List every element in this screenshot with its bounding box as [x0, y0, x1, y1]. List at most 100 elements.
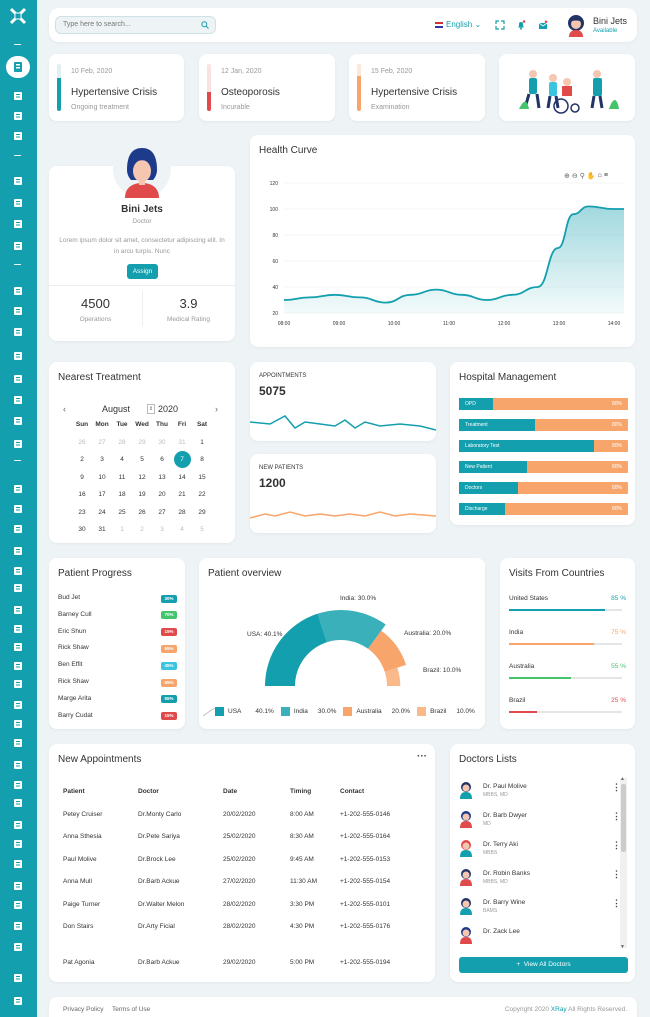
sidebar-nav-icon[interactable] [12, 900, 24, 910]
doctor-options-icon[interactable]: ⋮ [612, 811, 621, 821]
doctor-options-icon[interactable]: ⋮ [612, 782, 621, 792]
calendar-day[interactable]: 2 [80, 456, 84, 464]
doctor-options-icon[interactable]: ⋮ [612, 840, 621, 850]
doctor-name[interactable]: Dr. Paul Molive [483, 783, 527, 790]
notification-bell-icon[interactable] [516, 20, 526, 30]
calendar-day[interactable]: 14 [178, 473, 186, 481]
month-select[interactable]: August [102, 404, 131, 414]
sidebar-nav-icon[interactable] [12, 504, 24, 514]
sidebar-nav-icon[interactable] [12, 176, 24, 186]
calendar-day[interactable]: 18 [118, 491, 126, 499]
calendar-day[interactable]: 21 [178, 491, 186, 499]
sidebar-nav-icon[interactable] [12, 942, 24, 952]
sidebar-nav-icon[interactable] [12, 798, 24, 808]
user-avatar[interactable] [566, 13, 586, 37]
sidebar-nav-icon[interactable] [12, 820, 24, 830]
calendar-day[interactable]: 1 [200, 438, 204, 446]
privacy-policy-link[interactable]: Privacy Policy [63, 1006, 104, 1013]
search-input[interactable]: Type here to search... [55, 16, 216, 34]
stat-card[interactable]: 15 Feb, 2020 Hypertensive Crisis Examina… [349, 54, 485, 121]
scrollbar[interactable]: ▲ ▼ [620, 776, 627, 950]
sidebar-nav-icon[interactable] [12, 286, 24, 296]
calendar-day[interactable]: 24 [98, 508, 106, 516]
zoom-in-icon[interactable]: ⊕ [564, 173, 570, 180]
sidebar-nav-icon[interactable] [12, 484, 24, 494]
assign-button[interactable]: Assign [127, 264, 158, 279]
scrollbar-thumb[interactable] [621, 784, 626, 852]
sidebar-nav-icon[interactable] [12, 996, 24, 1006]
sidebar-nav-icon[interactable] [12, 624, 24, 634]
management-row[interactable]: Doctors 80% [459, 482, 628, 494]
sidebar-nav-icon[interactable] [12, 973, 24, 983]
terms-of-use-link[interactable]: Terms of Use [112, 1006, 151, 1013]
app-logo[interactable] [8, 6, 28, 26]
sidebar-nav-icon[interactable] [12, 111, 24, 121]
calendar-day[interactable]: 2 [140, 526, 144, 534]
sidebar-nav-icon[interactable] [12, 327, 24, 337]
calendar-day[interactable]: 1 [120, 526, 124, 534]
calendar-day[interactable]: 27 [98, 438, 106, 446]
language-selector[interactable]: English ⌄ [435, 20, 481, 29]
stat-card[interactable]: 12 Jan, 2020 Osteoporosis Incurable [199, 54, 335, 121]
calendar-day[interactable]: 22 [198, 491, 206, 499]
doctor-name[interactable]: Dr. Robin Banks [483, 870, 530, 877]
calendar-day[interactable]: 29 [198, 508, 206, 516]
sidebar-nav-icon[interactable] [12, 738, 24, 748]
home-icon[interactable]: ⌂ [597, 172, 602, 179]
sidebar-nav-icon[interactable] [12, 374, 24, 384]
sidebar-item-dashboard[interactable] [6, 56, 30, 78]
user-name[interactable]: Bini Jets [593, 16, 628, 26]
sidebar-nav-icon[interactable] [12, 921, 24, 931]
next-month-icon[interactable]: › [215, 404, 218, 414]
management-row[interactable]: Discharge 80% [459, 503, 628, 515]
sidebar-nav-icon[interactable] [12, 524, 24, 534]
doctor-name[interactable]: Dr. Barb Dwyer [483, 812, 528, 819]
stat-card[interactable]: 10 Feb, 2020 Hypertensive Crisis Ongoing… [49, 54, 184, 121]
sidebar-nav-icon[interactable] [12, 661, 24, 671]
doctor-name[interactable]: Dr. Zack Lee [483, 928, 520, 935]
calendar-day[interactable]: 28 [178, 508, 186, 516]
management-row[interactable]: New Patient 80% [459, 461, 628, 473]
sidebar-nav-icon[interactable] [12, 219, 24, 229]
sidebar-nav-icon[interactable] [12, 881, 24, 891]
sidebar-nav-icon[interactable] [12, 351, 24, 361]
calendar-day[interactable]: 16 [78, 491, 86, 499]
calendar-day[interactable]: 20 [158, 491, 166, 499]
calendar-day[interactable]: 4 [180, 526, 184, 534]
calendar-day[interactable]: 19 [138, 491, 146, 499]
calendar-day[interactable]: 11 [118, 473, 126, 481]
sidebar-nav-icon[interactable] [12, 131, 24, 141]
calendar-day[interactable]: 12 [138, 473, 146, 481]
calendar-day[interactable]: 28 [118, 438, 126, 446]
calendar-day[interactable]: 4 [120, 456, 124, 464]
doctor-options-icon[interactable]: ⋮ [612, 898, 621, 908]
search-icon[interactable] [201, 21, 209, 29]
pie-slice[interactable] [265, 613, 327, 686]
year-input[interactable]: 2020 [158, 404, 179, 414]
calendar-day[interactable]: 9 [80, 473, 84, 481]
sidebar-nav-icon[interactable] [12, 416, 24, 426]
calendar-day[interactable]: 8 [200, 456, 204, 464]
pie-slice[interactable] [384, 667, 401, 686]
sidebar-nav-icon[interactable] [12, 546, 24, 556]
calendar-day[interactable]: 10 [98, 473, 106, 481]
sidebar-nav-icon[interactable] [12, 700, 24, 710]
sidebar-nav-icon[interactable] [12, 859, 24, 869]
zoom-out-icon[interactable]: ⊖ [571, 173, 578, 180]
doctor-name[interactable]: Dr. Barry Wine [483, 899, 526, 906]
calendar-day[interactable]: 3 [160, 526, 164, 534]
calendar-day[interactable]: 25 [118, 508, 126, 516]
sidebar-nav-icon[interactable] [12, 839, 24, 849]
doctor-options-icon[interactable]: ⋮ [612, 869, 621, 879]
calendar-day[interactable]: 31 [98, 526, 106, 534]
calendar-day[interactable]: 23 [78, 508, 86, 516]
brand-link[interactable]: XRay [550, 1006, 567, 1013]
sidebar-nav-icon[interactable] [12, 566, 24, 576]
calendar-day[interactable]: 29 [138, 438, 146, 446]
sidebar-nav-icon[interactable] [12, 241, 24, 251]
search-zoom-icon[interactable]: ⚲ [579, 173, 585, 180]
sidebar-nav-icon[interactable] [12, 679, 24, 689]
sidebar-nav-icon[interactable] [12, 306, 24, 316]
calendar-day[interactable]: 31 [178, 438, 186, 446]
sidebar-nav-icon[interactable] [12, 91, 24, 101]
